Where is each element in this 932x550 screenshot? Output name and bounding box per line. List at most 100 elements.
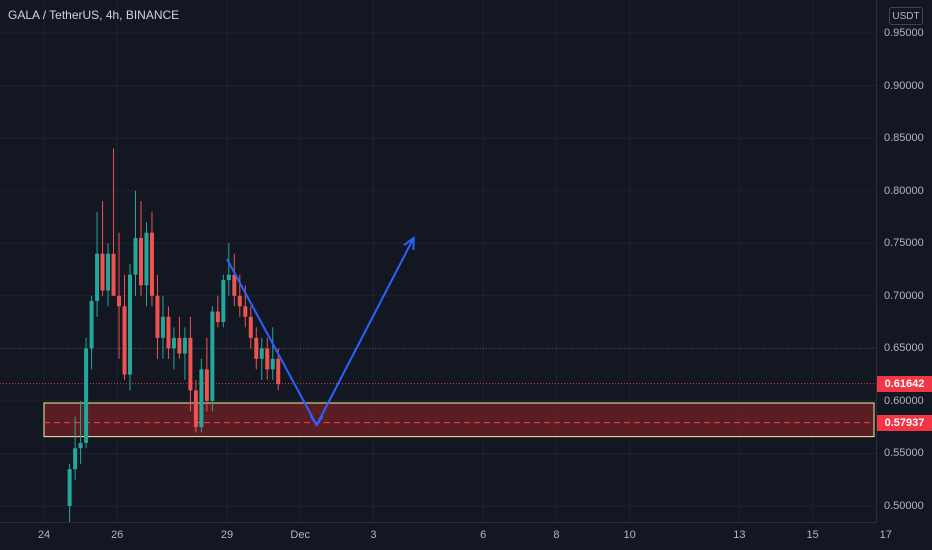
candle-body xyxy=(171,337,176,349)
chart-grid xyxy=(0,0,876,522)
price-label: 0.80000 xyxy=(884,184,924,197)
candle xyxy=(89,295,94,370)
candle xyxy=(111,148,116,296)
time-axis[interactable]: 24 26 29 Dec 3 6 8 10 13 15 17 xyxy=(0,522,892,550)
candle xyxy=(149,211,154,307)
candle-body xyxy=(215,311,220,323)
current-price-badge: 0.61642 xyxy=(877,375,932,392)
time-label: 8 xyxy=(553,529,560,541)
candle-body xyxy=(276,358,281,385)
candle-body xyxy=(122,306,127,375)
candle-body xyxy=(188,337,193,391)
candle-body xyxy=(67,469,72,506)
time-label: 6 xyxy=(480,529,487,541)
price-label: 0.90000 xyxy=(884,79,924,92)
candle-body xyxy=(254,337,259,359)
support-zone-group xyxy=(43,402,875,438)
candle xyxy=(215,295,220,328)
candle xyxy=(106,243,111,307)
candle xyxy=(166,306,171,359)
time-label: 3 xyxy=(370,529,377,541)
candle xyxy=(232,253,237,307)
candle xyxy=(155,274,160,359)
time-label: 26 xyxy=(111,529,124,541)
time-label: 10 xyxy=(623,529,636,541)
candle xyxy=(100,201,105,296)
candle-body xyxy=(166,316,171,349)
candle xyxy=(78,400,83,464)
candle-body xyxy=(117,295,122,307)
candle-body xyxy=(144,232,149,286)
candle-body xyxy=(128,274,133,375)
price-label: 0.65000 xyxy=(884,342,924,355)
candle-body xyxy=(133,237,138,275)
price-axis[interactable]: USDT 0.95000 0.90000 0.85000 0.80000 0.75000… xyxy=(876,0,932,522)
candles-group xyxy=(67,148,281,522)
candle-body xyxy=(232,274,237,296)
candle-body xyxy=(193,390,198,428)
candle-body xyxy=(248,316,253,338)
candle-body xyxy=(100,253,105,291)
candle xyxy=(259,337,264,380)
candle-body xyxy=(84,348,89,443)
projection-arrow-path xyxy=(226,237,415,428)
candle xyxy=(144,222,149,307)
candle xyxy=(117,232,122,359)
candle-body xyxy=(149,232,154,296)
candle xyxy=(210,306,215,412)
price-label: 0.50000 xyxy=(884,500,924,512)
candle-body xyxy=(243,306,248,317)
time-label: 29 xyxy=(220,529,234,541)
candle-body xyxy=(177,337,182,354)
candle-body xyxy=(210,311,215,401)
candle-body xyxy=(182,337,187,354)
chart-canvas[interactable]: GALA / TetherUS, 4h, BINANCE xyxy=(0,0,876,522)
price-label: 0.95000 xyxy=(884,27,924,39)
candle xyxy=(193,379,198,433)
price-chart[interactable] xyxy=(0,0,876,522)
candle xyxy=(221,274,226,328)
candle-body xyxy=(270,358,275,370)
support-zone xyxy=(43,402,875,438)
candle-body xyxy=(78,442,83,449)
candle xyxy=(248,306,253,349)
candle-body xyxy=(265,348,270,370)
candle-body xyxy=(204,369,209,401)
price-label: 0.75000 xyxy=(884,237,924,250)
candle xyxy=(171,327,176,370)
currency-button[interactable]: USDT xyxy=(889,7,923,25)
candle-body xyxy=(160,316,165,338)
candle-body xyxy=(106,253,111,291)
candle xyxy=(204,337,209,412)
time-label: 24 xyxy=(37,529,51,541)
price-label: 0.55000 xyxy=(884,447,924,460)
candle-body xyxy=(237,295,242,307)
time-label: 15 xyxy=(806,529,819,541)
candle xyxy=(67,463,72,522)
price-label: 0.60000 xyxy=(884,394,924,407)
time-label: 17 xyxy=(879,529,892,541)
candle-body xyxy=(138,237,143,286)
candle xyxy=(133,190,138,296)
candle-body xyxy=(89,301,94,349)
candle-body xyxy=(226,274,231,281)
candle xyxy=(226,243,231,296)
candle-body xyxy=(221,280,226,323)
price-label: 0.70000 xyxy=(884,289,924,302)
candle xyxy=(84,337,89,449)
candle xyxy=(128,264,133,391)
price-label: 0.85000 xyxy=(884,132,924,145)
target-price-badge: 0.57937 xyxy=(877,414,932,431)
v-bottom-marker xyxy=(309,415,324,427)
candle xyxy=(160,295,165,359)
candle xyxy=(182,327,187,380)
candle xyxy=(138,201,143,296)
candle-body xyxy=(73,448,78,470)
candle xyxy=(177,316,182,359)
symbol-title: GALA / TetherUS, 4h, BINANCE xyxy=(8,8,180,22)
candle xyxy=(199,358,204,433)
time-label: 13 xyxy=(733,529,746,541)
candle-body xyxy=(199,369,204,428)
candle xyxy=(122,274,127,380)
candle xyxy=(73,416,78,480)
